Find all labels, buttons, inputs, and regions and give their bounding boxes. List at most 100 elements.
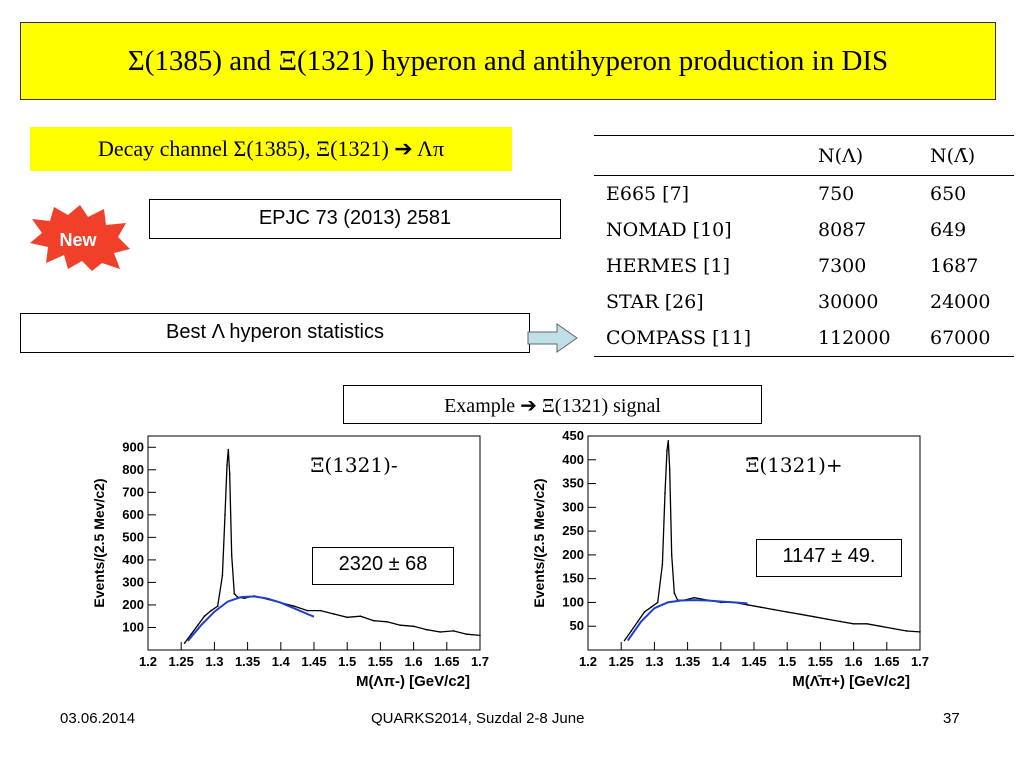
- x-tick-label: 1.45: [301, 654, 326, 669]
- data-point: [190, 633, 192, 636]
- data-point: [786, 611, 788, 613]
- footer-page-number: 37: [943, 710, 960, 727]
- x-tick-label: 1.65: [874, 654, 899, 669]
- data-point: [693, 596, 696, 599]
- data-point: [227, 448, 230, 451]
- table-cell-n-antilambda: 1687: [930, 255, 979, 277]
- x-tick-label: 1.55: [808, 654, 833, 669]
- table-cell-experiment: NOMAD [10]: [606, 219, 732, 241]
- data-point: [230, 554, 233, 557]
- yield-left-text: 2320 ± 68: [338, 553, 428, 575]
- y-axis-label: Events/(2.5 Mev/c2): [91, 478, 107, 607]
- data-point: [183, 642, 186, 645]
- x-tick-label: 1.35: [675, 654, 700, 669]
- xi-minus-mass-plot: 1.2 1.25 1.3 1.35 1.4 1.45 1.5 1.55 1.6 1.65 1.7 10…: [91, 435, 489, 690]
- x-tick-label: 1.25: [609, 654, 634, 669]
- data-point: [233, 592, 236, 595]
- yield-box-left: 2320 ± 68: [312, 547, 454, 585]
- data-point: [216, 605, 219, 607]
- slide-title-box: Σ(1385) and Ξ(1321) hyperon and antihype…: [20, 22, 996, 100]
- particle-label: Ξ(1321)-: [310, 453, 397, 477]
- data-point: [656, 601, 659, 604]
- data-point: [630, 630, 632, 632]
- table-row: STAR [26] 30000 24000: [594, 284, 1014, 320]
- y-tick-label: 150: [562, 571, 584, 586]
- background-fit-line: [626, 599, 748, 642]
- y-tick-label: 100: [562, 594, 584, 609]
- data-point: [221, 574, 224, 577]
- xi-plus-mass-plot: 1.2 1.25 1.3 1.35 1.4 1.45 1.5 1.55 1.6 1.65 1.7 50…: [531, 428, 929, 690]
- data-point: [412, 625, 415, 628]
- x-tick-label: 1.3: [645, 654, 663, 669]
- table-cell-n-antilambda: 649: [930, 219, 967, 241]
- data-point: [666, 449, 668, 452]
- data-point: [759, 606, 762, 608]
- data-point: [839, 620, 842, 623]
- data-point: [226, 464, 228, 467]
- x-tick-label: 1.65: [434, 654, 459, 669]
- data-point: [852, 623, 855, 625]
- table-cell-n-antilambda: 67000: [930, 327, 991, 349]
- data-point: [799, 613, 802, 616]
- yield-right-text: 1147 ± 49.: [782, 545, 876, 567]
- data-point: [879, 625, 881, 628]
- x-tick-label: 1.25: [169, 654, 194, 669]
- table-row: NOMAD [10] 8087 649: [594, 212, 1014, 248]
- data-point: [637, 620, 639, 623]
- reference-text: EPJC 73 (2013) 2581: [258, 207, 452, 229]
- x-tick-label: 1.7: [471, 654, 489, 669]
- x-tick-label: 1.5: [338, 654, 356, 669]
- data-point: [333, 613, 335, 615]
- y-tick-label: 450: [562, 428, 584, 443]
- data-point: [452, 630, 455, 632]
- x-tick-label: 1.2: [139, 654, 157, 669]
- table-header-experiment: [594, 136, 806, 176]
- data-point: [650, 606, 652, 608]
- decay-channel-text: Decay channel Σ(1385), Ξ(1321) ➔ Λπ: [97, 136, 445, 161]
- x-tick-label: 1.3: [205, 654, 223, 669]
- x-axis-label: M(Λ̄π+) [GeV/c2]: [792, 673, 910, 690]
- data-point: [746, 604, 749, 606]
- data-point: [905, 630, 908, 632]
- right-arrow-icon: [527, 323, 578, 353]
- data-point: [661, 563, 664, 566]
- y-tick-label: 500: [122, 529, 144, 544]
- data-point: [426, 628, 428, 631]
- example-box: Example ➔ Ξ(1321) signal: [343, 385, 762, 424]
- y-tick-label: 100: [122, 619, 144, 634]
- data-point: [306, 609, 309, 612]
- y-tick-label: 350: [562, 476, 584, 491]
- data-point: [359, 615, 362, 618]
- x-tick-label: 1.2: [579, 654, 597, 669]
- table-row: COMPASS [11] 112000 67000: [594, 320, 1014, 357]
- y-tick-label: 600: [122, 507, 144, 522]
- yield-box-right: 1147 ± 49.: [756, 539, 902, 577]
- decay-channel-box: Decay channel Σ(1385), Ξ(1321) ➔ Λπ: [30, 127, 512, 171]
- data-point: [293, 605, 295, 607]
- data-point: [228, 473, 231, 476]
- x-tick-label: 1.6: [845, 654, 863, 669]
- reference-box: EPJC 73 (2013) 2581: [149, 199, 561, 239]
- data-point: [667, 439, 670, 442]
- hyperon-statistics-table: N(Λ) N(Λ̄) E665 [7] 750 650 NOMAD [10] 8…: [594, 135, 1014, 357]
- x-tick-label: 1.7: [911, 654, 929, 669]
- y-tick-label: 800: [122, 462, 144, 477]
- table-cell-n-antilambda: 24000: [930, 291, 991, 313]
- data-point: [892, 627, 895, 630]
- data-point: [919, 631, 921, 633]
- data-point: [773, 608, 775, 611]
- table-header-n-antilambda: N(Λ̄): [930, 144, 976, 167]
- new-badge: New: [30, 205, 130, 271]
- table-cell-n-antilambda: 650: [930, 183, 967, 205]
- best-statistics-box: Best Λ hyperon statistics: [20, 313, 530, 353]
- x-tick-label: 1.5: [778, 654, 796, 669]
- x-tick-label: 1.45: [741, 654, 766, 669]
- x-tick-label: 1.55: [368, 654, 393, 669]
- table-row: E665 [7] 750 650: [594, 176, 1014, 213]
- data-point: [668, 468, 671, 471]
- data-point: [203, 615, 206, 618]
- footer-date: 03.06.2014: [60, 710, 136, 727]
- data-point: [673, 592, 676, 594]
- table-row: HERMES [1] 7300 1687: [594, 248, 1014, 284]
- y-tick-label: 400: [562, 452, 584, 467]
